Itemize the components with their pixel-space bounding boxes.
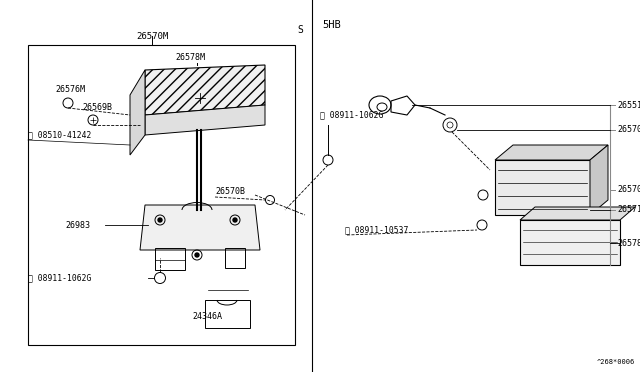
Text: 26551M: 26551M: [617, 100, 640, 109]
Bar: [205, 300, 250, 328]
Polygon shape: [130, 70, 145, 155]
Text: Ⓝ 08911-10537: Ⓝ 08911-10537: [345, 225, 408, 234]
Polygon shape: [495, 160, 590, 215]
Polygon shape: [145, 65, 265, 115]
Text: Ⓢ 08510-41242: Ⓢ 08510-41242: [28, 131, 92, 140]
Text: Ⓝ 08911-1062G: Ⓝ 08911-1062G: [320, 110, 383, 119]
Polygon shape: [145, 105, 265, 135]
Text: 5HB: 5HB: [322, 20, 340, 30]
Circle shape: [233, 218, 237, 222]
Text: 26569B: 26569B: [82, 103, 112, 112]
Text: 26570M: 26570M: [617, 186, 640, 195]
Circle shape: [158, 218, 162, 222]
Text: 26570B: 26570B: [215, 187, 245, 196]
Text: 26983: 26983: [65, 221, 90, 230]
Circle shape: [195, 253, 199, 257]
Bar: [28, 45, 295, 345]
Text: Ⓝ 08911-1062G: Ⓝ 08911-1062G: [28, 273, 92, 282]
Polygon shape: [495, 145, 608, 160]
Polygon shape: [590, 145, 608, 215]
Polygon shape: [520, 220, 620, 265]
Text: 26570B: 26570B: [617, 125, 640, 135]
Text: 26571M: 26571M: [617, 205, 640, 215]
Text: 24346A: 24346A: [192, 312, 222, 321]
Text: 26570M: 26570M: [136, 32, 168, 41]
Text: 26576M: 26576M: [55, 86, 85, 94]
Text: ^268*0006: ^268*0006: [596, 359, 635, 365]
Text: S: S: [297, 25, 303, 35]
Polygon shape: [520, 207, 635, 220]
Polygon shape: [140, 205, 260, 250]
Text: 26578M: 26578M: [175, 54, 205, 62]
Text: 26578M: 26578M: [617, 238, 640, 247]
